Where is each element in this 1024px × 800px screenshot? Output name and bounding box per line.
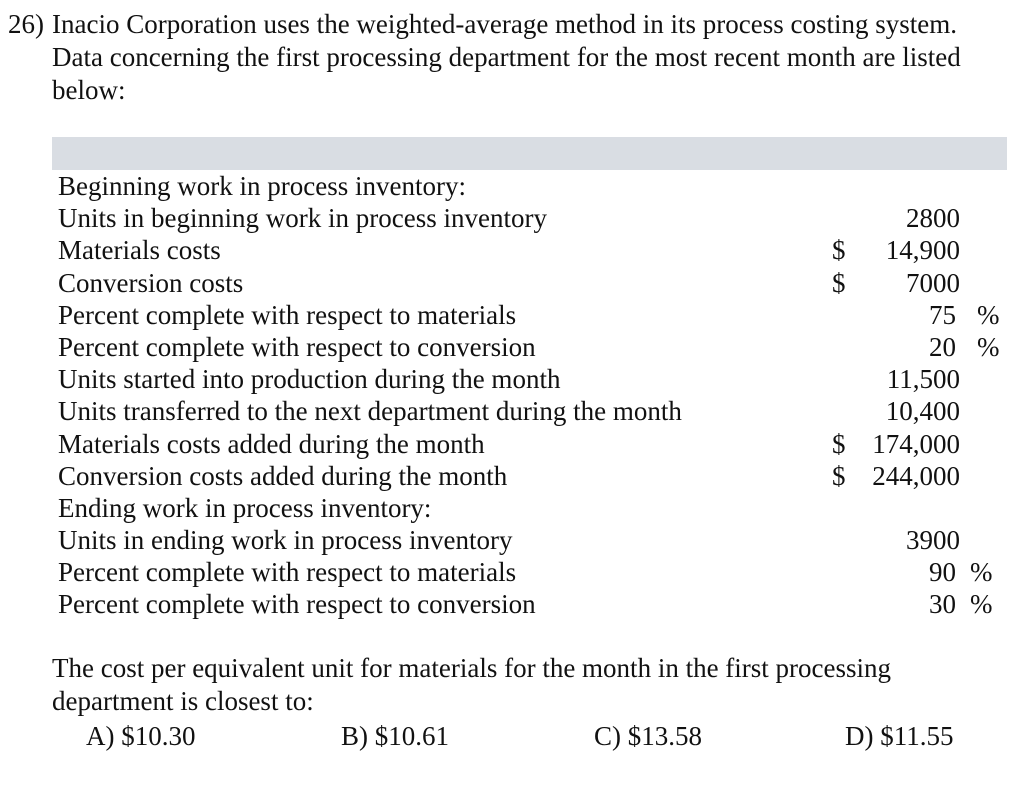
percent-sign: %	[970, 557, 993, 588]
choice-value: $11.55	[880, 721, 954, 751]
row-label: Percent complete with respect to materia…	[58, 299, 517, 330]
question-text-line-3: below:	[52, 75, 126, 105]
question-prompt: The cost per equivalent unit for materia…	[52, 652, 1002, 718]
question-line-1: 26) Inacio Corporation uses the weighted-…	[8, 8, 1008, 41]
row-amount: 10,400	[885, 396, 960, 427]
row-label: Units in ending work in process inventor…	[58, 525, 513, 556]
choice-letter: A)	[86, 721, 115, 751]
dollar-sign: $	[832, 267, 846, 298]
choice-letter: C)	[594, 721, 621, 751]
row-label: Percent complete with respect to materia…	[58, 557, 517, 588]
row-amount: 11,500	[886, 364, 960, 395]
table-row: Materials costs added during the month $…	[58, 428, 1008, 460]
row-label: Beginning work in process inventory:	[58, 171, 466, 201]
choice-letter: D)	[845, 721, 874, 751]
choice-value: $10.30	[121, 721, 196, 751]
row-label: Materials costs	[58, 235, 221, 266]
choice-b[interactable]: B) $10.61	[341, 718, 449, 754]
row-percent: 75	[929, 299, 956, 330]
row-label: Units started into production during the…	[58, 364, 561, 395]
row-amount: 14,900	[885, 235, 960, 266]
row-label: Units transferred to the next department…	[58, 396, 682, 427]
choice-value: $13.58	[627, 721, 702, 751]
row-amount: 3900	[906, 525, 960, 556]
table-row: Ending work in process inventory:	[58, 492, 1008, 524]
row-amount: 7000	[906, 267, 960, 298]
prompt-line-1: The cost per equivalent unit for materia…	[52, 653, 892, 683]
table-row: Conversion costs $ 7000	[58, 267, 1008, 299]
table-row: Units started into production during the…	[58, 363, 1008, 395]
answer-choices: A) $10.30 B) $10.61 C) $13.58 D) $11.55	[0, 718, 1024, 754]
dollar-sign: $	[832, 428, 846, 459]
choice-value: $10.61	[374, 721, 449, 751]
row-percent: 30	[929, 589, 956, 620]
row-amount: 244,000	[872, 460, 960, 491]
row-label: Percent complete with respect to convers…	[58, 331, 536, 362]
table-row: Conversion costs added during the month …	[58, 460, 1008, 492]
table-row: Percent complete with respect to materia…	[58, 299, 1008, 331]
row-amount: 174,000	[872, 428, 960, 459]
question-number: 26)	[8, 9, 44, 39]
dollar-sign: $	[832, 460, 846, 491]
percent-sign: %	[977, 299, 1000, 330]
choice-c[interactable]: C) $13.58	[594, 718, 702, 754]
choice-a[interactable]: A) $10.30	[86, 718, 196, 754]
table-row: Percent complete with respect to materia…	[58, 556, 1008, 588]
choice-letter: B)	[341, 721, 368, 751]
percent-sign: %	[977, 331, 1000, 362]
prompt-line-2: department is closest to:	[52, 686, 314, 716]
table-row: Beginning work in process inventory:	[58, 170, 1008, 202]
table-row: Units in ending work in process inventor…	[58, 524, 1008, 556]
row-percent: 20	[929, 331, 956, 362]
row-label: Ending work in process inventory:	[58, 492, 432, 523]
table-header-bar	[52, 137, 1007, 170]
choice-d[interactable]: D) $11.55	[845, 718, 954, 754]
data-table: Beginning work in process inventory: Uni…	[58, 170, 1008, 621]
row-label: Conversion costs	[58, 267, 244, 298]
table-row: Units transferred to the next department…	[58, 395, 1008, 427]
row-label: Units in beginning work in process inven…	[58, 203, 547, 234]
row-label: Percent complete with respect to convers…	[58, 589, 536, 620]
row-label: Materials costs added during the month	[58, 428, 485, 459]
dollar-sign: $	[832, 235, 846, 266]
table-row: Percent complete with respect to convers…	[58, 588, 1008, 620]
row-amount: 2800	[906, 203, 960, 234]
percent-sign: %	[970, 589, 993, 620]
question-text-line-2: Data concerning the first processing dep…	[52, 42, 961, 72]
row-label: Conversion costs added during the month	[58, 460, 508, 491]
table-row: Units in beginning work in process inven…	[58, 202, 1008, 234]
table-row: Percent complete with respect to convers…	[58, 331, 1008, 363]
question-stem: 26) Inacio Corporation uses the weighted-…	[8, 8, 1008, 107]
table-row: Materials costs $ 14,900	[58, 234, 1008, 266]
question-text-line-1: Inacio Corporation uses the weighted-ave…	[52, 9, 958, 39]
row-percent: 90	[929, 557, 956, 588]
